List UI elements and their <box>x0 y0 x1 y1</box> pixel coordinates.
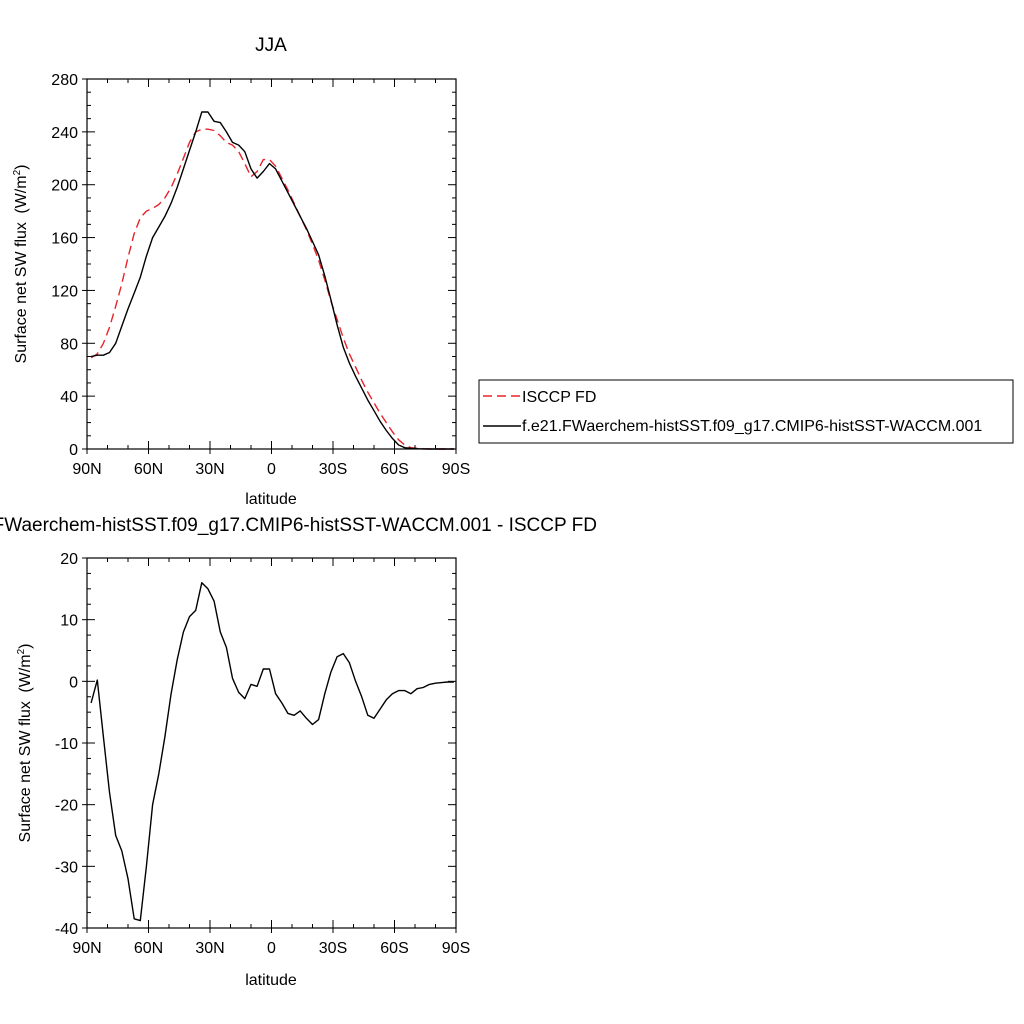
top-y-tick-label: 40 <box>60 389 78 406</box>
top-ticks: 90N 60N 30N 0 30S 60S 90S 0 40 80 120 160 200 240 280 <box>51 72 470 478</box>
top-y-tick-label: 240 <box>51 125 78 142</box>
bottom-y-tick-label: -10 <box>55 736 78 753</box>
top-series-line-1 <box>90 111 454 450</box>
legend-box <box>478 379 1014 444</box>
bottom-x-tick-label: 60S <box>380 940 408 957</box>
bottom-plot-lines <box>90 582 454 922</box>
top-y-axis-title: Surface net SW flux (W/m2) <box>12 165 30 364</box>
top-plot-frame <box>86 78 457 450</box>
bottom-x-tick-label: 90N <box>72 940 101 957</box>
top-x-axis-title: latitude <box>245 491 297 508</box>
bottom-y-axis-units-base: (W/m <box>17 654 34 692</box>
bottom-y-axis-units-close: ) <box>17 644 34 649</box>
bottom-y-tick-label: -30 <box>55 859 78 876</box>
top-x-tick-label: 90N <box>72 461 101 478</box>
bottom-chart: f.e21.FWaerchem-histSST.f09_g17.CMIP6-hi… <box>0 515 597 989</box>
top-series-line-0 <box>90 128 454 450</box>
top-plot-lines <box>90 111 454 450</box>
top-chart: JJA 90N 60N 30N 0 30S 60S 90S 0 40 80 120 160 200 240… <box>12 35 470 508</box>
bottom-chart-title: f.e21.FWaerchem-histSST.f09_g17.CMIP6-hi… <box>0 515 597 536</box>
bottom-y-tick-label: 20 <box>60 551 78 568</box>
bottom-x-axis-title: latitude <box>245 972 297 989</box>
top-x-tick-label: 60N <box>134 461 163 478</box>
bottom-y-axis-units-exp: 2 <box>16 648 27 654</box>
bottom-y-tick-label: 10 <box>60 613 78 630</box>
top-x-tick-label: 30N <box>195 461 224 478</box>
bottom-x-tick-label: 30N <box>195 940 224 957</box>
bottom-x-tick-label: 30S <box>319 940 347 957</box>
top-y-tick-label: 80 <box>60 336 78 353</box>
legend-label-isccp: ISCCP FD <box>522 389 596 406</box>
bottom-y-tick-label: 0 <box>69 674 78 691</box>
top-y-axis-units-base: (W/m <box>13 175 30 213</box>
top-x-tick-label: 30S <box>319 461 347 478</box>
bottom-ticks: 90N 60N 30N 0 30S 60S 90S -40 -30 -20 -10 0 10 20 <box>55 551 470 957</box>
bottom-x-tick-label: 90S <box>442 940 470 957</box>
top-y-tick-label: 280 <box>51 72 78 89</box>
top-y-tick-label: 160 <box>51 231 78 248</box>
top-y-tick-label: 200 <box>51 178 78 195</box>
top-y-axis-title-main: Surface net SW flux <box>13 222 30 363</box>
top-x-tick-label: 60S <box>380 461 408 478</box>
bottom-series-line-0 <box>90 582 454 922</box>
bottom-y-axis-title-main: Surface net SW flux <box>17 701 34 842</box>
bottom-x-tick-label: 60N <box>134 940 163 957</box>
top-y-tick-label: 0 <box>69 442 78 459</box>
top-x-tick-label: 90S <box>442 461 470 478</box>
bottom-plot-frame <box>86 557 457 929</box>
bottom-y-tick-label: -40 <box>55 921 78 938</box>
top-y-axis-units-exp: 2 <box>12 169 23 175</box>
legend: ISCCP FD f.e21.FWaerchem-histSST.f09_g17… <box>478 379 1014 444</box>
bottom-y-tick-label: -20 <box>55 798 78 815</box>
top-y-tick-label: 120 <box>51 283 78 300</box>
top-chart-title: JJA <box>255 35 287 56</box>
top-x-tick-label: 0 <box>267 461 276 478</box>
bottom-x-tick-label: 0 <box>267 940 276 957</box>
bottom-y-axis-title: Surface net SW flux (W/m2) <box>16 644 34 843</box>
legend-label-model: f.e21.FWaerchem-histSST.f09_g17.CMIP6-hi… <box>522 418 982 435</box>
top-y-axis-units-close: ) <box>13 165 30 170</box>
